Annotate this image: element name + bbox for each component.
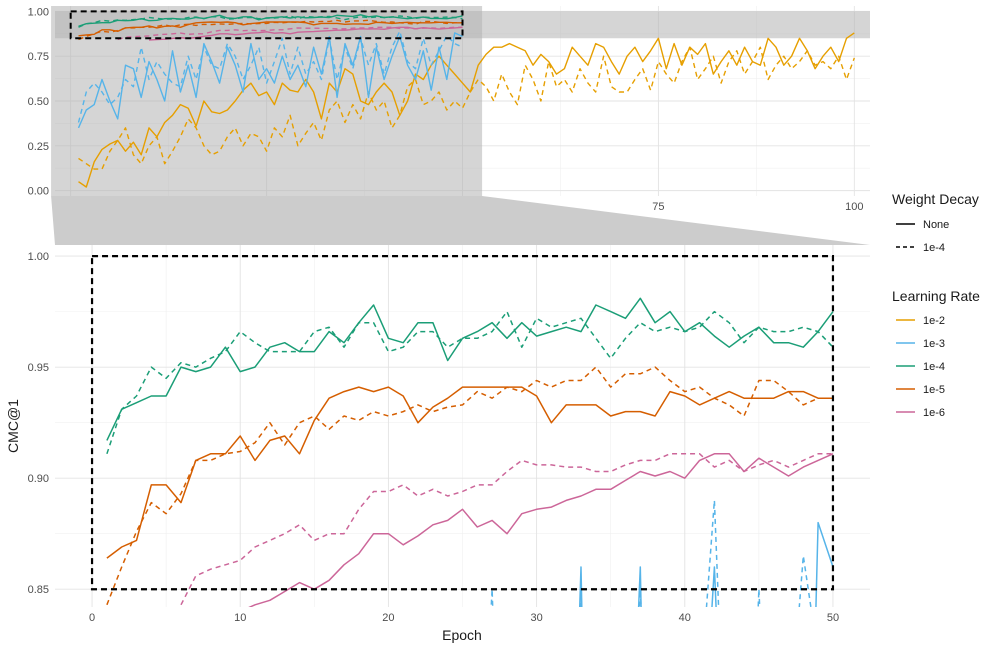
series-line-lr-1e-2-wd-1e-4 [78,46,855,170]
legend-color-label: 1e-5 [923,384,945,396]
series-line-lr-1e-6-wd-None [148,26,463,41]
zoom-connector [51,196,871,245]
series-line-lr-1e-3-wd-None [77,32,463,129]
y-tick-label: 0.85 [28,584,49,596]
overview-dashed-box [69,10,464,40]
x-tick-label: 75 [652,201,664,213]
overview-panel: 02550751000.000.250.500.751.00 [28,6,870,213]
series-line-lr-1e-3-wd-1e-4 [490,499,812,607]
series-line-lr-1e-6-wd-None [248,453,834,607]
y-axis-label: CMC@1 [5,399,21,453]
zoom-region-box [69,10,464,40]
series-line-lr-1e-6-wd-1e-4 [117,26,463,41]
x-tick-label: 30 [530,612,542,624]
legend-color-label: 1e-4 [923,361,945,373]
series-line-lr-1e-5-wd-1e-4 [106,366,833,606]
y-tick-label: 0.00 [28,186,49,198]
legend: Weight Decay None 1e-4 Learning Rate 1e-2… [892,191,980,419]
legend-linetype-label: 1e-4 [923,242,945,254]
zoom-grid [55,245,870,607]
series-line-lr-1e-5-wd-None [106,386,833,559]
x-tick-label: 0 [89,612,95,624]
overview-series [77,14,855,188]
legend-color-label: 1e-2 [923,315,945,327]
y-tick-label: 0.75 [28,51,49,63]
x-tick-label: 20 [382,612,394,624]
legend-linetype-entries: None 1e-4 [896,219,949,254]
y-tick-label: 1.00 [28,251,49,263]
legend-title-learning-rate: Learning Rate [892,288,980,304]
y-tick-label: 0.90 [28,473,49,485]
zoom-dashed-box [90,255,835,591]
x-tick-label: 100 [845,201,863,213]
zoom-series [106,297,834,607]
x-axis-label: Epoch [442,627,482,643]
y-tick-label: 1.00 [28,6,49,18]
legend-color-label: 1e-6 [923,407,945,419]
series-line-lr-1e-5-wd-1e-4 [78,19,463,41]
series-line-lr-1e-2-wd-None [78,32,855,188]
y-tick-label: 0.50 [28,96,49,108]
zoom-panel: 0 10 20 30 40 50 0.85 0.90 0.95 1.00 Epoch CMC@1 [5,245,870,643]
y-tick-label: 0.25 [28,141,49,153]
highlight-region [51,6,483,196]
x-tick-label: 50 [827,612,839,624]
zoom-region-box [90,255,835,591]
zoom-tick-labels: 0 10 20 30 40 50 0.85 0.90 0.95 1.00 [28,251,840,624]
y-tick-label: 0.95 [28,362,49,374]
legend-title-weight-decay: Weight Decay [892,191,979,207]
series-line-lr-1e-4-wd-None [106,297,834,441]
series-line-lr-1e-4-wd-1e-4 [78,15,463,28]
series-line-lr-1e-6-wd-1e-4 [180,453,833,606]
x-tick-label: 40 [679,612,691,624]
series-line-lr-1e-3-wd-1e-4 [77,30,463,123]
legend-color-label: 1e-3 [923,338,945,350]
series-line-lr-1e-4-wd-1e-4 [106,310,834,455]
connector-shape [51,196,871,245]
legend-color-entries: 1e-2 1e-3 1e-4 1e-5 1e-6 [896,315,945,419]
x-tick-label: 10 [234,612,246,624]
legend-linetype-label: None [923,219,949,231]
